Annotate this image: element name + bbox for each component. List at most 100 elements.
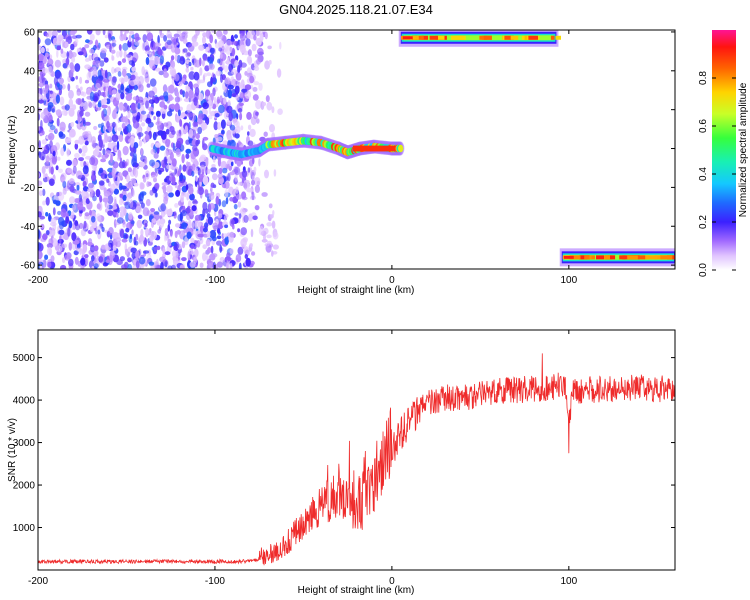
colorbar-label: Normalized spectral amplitude (738, 82, 749, 217)
noise-blob (98, 167, 104, 174)
noise-blob (74, 143, 79, 150)
noise-blob (103, 125, 106, 133)
noise-blob (240, 227, 247, 236)
noise-blob (100, 158, 106, 163)
noise-blob (247, 140, 254, 147)
noise-blob (129, 86, 135, 90)
noise-blob (68, 89, 74, 99)
noise-blob (140, 112, 143, 123)
chart-title: GN04.2025.118.21.07.E34 (279, 2, 433, 17)
noise-blob (165, 61, 171, 68)
band-hot (504, 35, 511, 40)
noise-blob (101, 154, 109, 160)
noise-blob (202, 227, 208, 233)
noise-blob (177, 109, 181, 117)
noise-blob (125, 115, 128, 124)
noise-blob (138, 139, 143, 147)
noise-blob (64, 104, 70, 111)
noise-blob (78, 135, 85, 145)
noise-blob (262, 102, 267, 106)
noise-blob (71, 204, 77, 211)
noise-blob (181, 222, 188, 230)
noise-blob (70, 211, 75, 219)
noise-blob (179, 119, 183, 127)
noise-blob (68, 220, 73, 229)
noise-blob (218, 167, 223, 175)
noise-blob (229, 46, 233, 52)
noise-blob (147, 30, 150, 33)
noise-blob (76, 247, 82, 252)
noise-blob (158, 70, 165, 76)
noise-blob (189, 193, 195, 201)
noise-blob (220, 161, 227, 170)
noise-blob (66, 167, 73, 174)
noise-blob (44, 87, 49, 94)
band-hot (550, 35, 555, 40)
noise-blob (244, 254, 248, 259)
noise-blob (59, 221, 64, 230)
noise-blob (137, 102, 141, 110)
noise-blob (221, 45, 225, 52)
noise-blob (185, 51, 191, 58)
noise-blob (41, 166, 46, 174)
noise-blob (87, 241, 93, 247)
noise-blob (126, 183, 132, 189)
noise-blob (197, 233, 204, 238)
noise-blob (173, 33, 180, 38)
noise-blob (120, 185, 127, 190)
noise-blob (87, 133, 93, 143)
noise-blob (230, 161, 234, 167)
noise-blob (153, 55, 160, 66)
noise-blob (227, 84, 234, 90)
noise-blob (47, 176, 50, 182)
noise-blob (163, 196, 169, 205)
noise-blob (163, 35, 168, 42)
noise-blob (98, 194, 102, 201)
spectrogram-xlabel: Height of straight line (km) (298, 285, 415, 296)
noise-blob (223, 48, 227, 53)
noise-blob (197, 186, 204, 196)
noise-blob (255, 118, 260, 124)
noise-blob (171, 60, 176, 69)
noise-blob (55, 94, 61, 104)
noise-blob (128, 60, 135, 66)
noise-blob (144, 223, 148, 227)
noise-blob (216, 96, 220, 105)
noise-blob (122, 194, 127, 201)
x-tick-label: -200 (28, 576, 48, 587)
noise-blob (170, 103, 176, 110)
noise-blob (221, 130, 225, 135)
noise-scatter (38, 30, 283, 269)
noise-blob (185, 153, 190, 159)
noise-blob (247, 124, 252, 130)
noise-blob (128, 212, 133, 220)
noise-blob (115, 237, 122, 243)
noise-blob (146, 83, 151, 88)
noise-blob (77, 113, 81, 123)
noise-blob (117, 71, 122, 77)
noise-blob (217, 158, 222, 167)
noise-blob (131, 38, 135, 47)
noise-blob (212, 173, 218, 181)
noise-blob (166, 164, 173, 170)
noise-blob (182, 48, 188, 53)
y-tick-label: 0 (29, 144, 35, 155)
noise-blob (145, 117, 152, 124)
noise-blob (61, 39, 65, 48)
noise-blob (216, 228, 221, 234)
noise-blob (266, 222, 273, 227)
noise-blob (119, 198, 124, 206)
noise-blob (155, 142, 161, 148)
noise-blob (190, 244, 195, 249)
noise-blob (142, 250, 150, 254)
noise-blob (261, 238, 268, 243)
x-tick-label: 0 (389, 576, 395, 587)
noise-blob (197, 113, 205, 119)
noise-blob (55, 71, 63, 80)
noise-blob (145, 173, 149, 178)
noise-blob (38, 53, 44, 62)
noise-blob (227, 172, 231, 182)
noise-blob (254, 54, 259, 58)
noise-blob (51, 30, 58, 38)
noise-blob (155, 67, 161, 72)
